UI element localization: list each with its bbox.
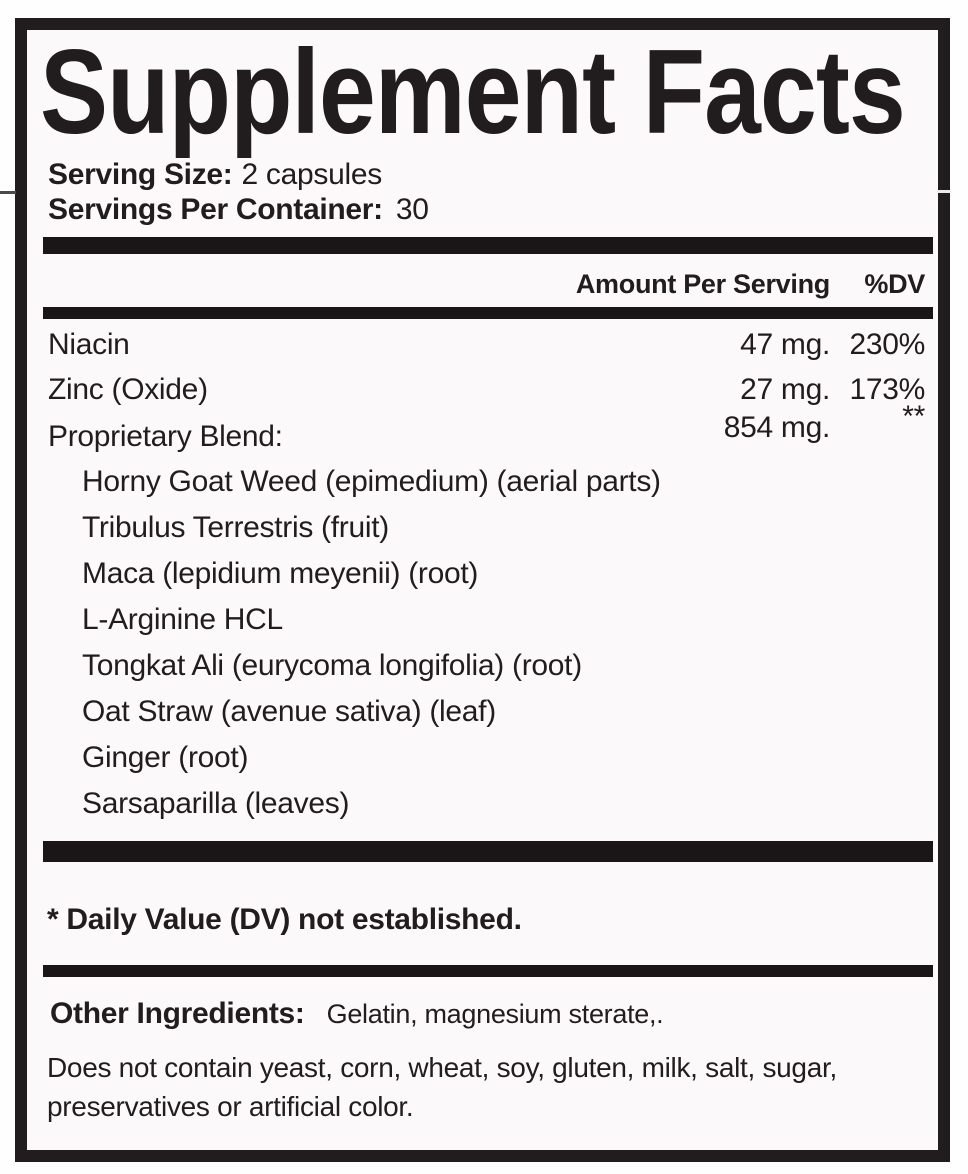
blend-ingredient: Tongkat Ali (eurycoma longifolia) (root) <box>82 649 582 682</box>
blend-ingredient: Oat Straw (avenue sativa) (leaf) <box>82 695 496 728</box>
blend-ingredient: Tribulus Terrestris (fruit) <box>82 511 389 544</box>
nutrient-dv: 173% <box>849 373 925 406</box>
blend-ingredient: Ginger (root) <box>82 741 249 774</box>
other-ingredients-value: Gelatin, magnesium sterate,. <box>326 999 664 1029</box>
nutrient-name: Niacin <box>48 328 130 361</box>
divider-above-other-ingredients <box>43 965 933 977</box>
nutrient-row-zinc: Zinc (Oxide) 27 mg. 173% <box>48 367 925 413</box>
scan-seam-tick-left <box>0 191 16 194</box>
blend-ingredient: Sarsaparilla (leaves) <box>82 787 350 820</box>
nutrient-name: Zinc (Oxide) <box>48 373 208 406</box>
blend-ingredient: L-Arginine HCL <box>82 603 283 636</box>
nutrient-row-proprietary-blend: Proprietary Blend: 854 mg. ** <box>48 400 925 460</box>
nutrient-row-niacin: Niacin 47 mg. 230% <box>48 322 925 368</box>
other-ingredients-label: Other Ingredients: <box>50 997 305 1030</box>
other-ingredients-row: Other Ingredients: Gelatin, magnesium st… <box>50 991 664 1037</box>
disclaimer-line-1: Does not contain yeast, corn, wheat, soy… <box>47 1052 837 1083</box>
thick-divider-top <box>43 237 933 254</box>
nutrient-amount: 854 mg. <box>723 411 831 444</box>
nutrient-dv: 230% <box>849 328 925 361</box>
serving-size-value: 2 capsules <box>241 158 383 191</box>
divider-under-header <box>43 307 933 319</box>
servings-per-container-label: Servings Per Container: <box>48 193 383 226</box>
scan-seam-notch-right <box>937 190 951 193</box>
blend-ingredient: Horny Goat Weed (epimedium) (aerial part… <box>82 465 661 498</box>
blend-ingredient: Maca (lepidium meyenii) (root) <box>82 557 479 590</box>
thick-divider-middle <box>43 841 933 862</box>
disclaimer-line-2: preservatives or artificial color. <box>47 1091 414 1122</box>
blend-ingredient-list: Horny Goat Weed (epimedium) (aerial part… <box>82 459 925 827</box>
amount-per-serving-header: Amount Per Serving <box>575 269 830 299</box>
serving-size-label: Serving Size: <box>48 158 233 191</box>
dv-header: %DV <box>864 269 925 299</box>
servings-per-container-row: Servings Per Container: 30 <box>48 187 429 233</box>
column-header-row: Amount Per Serving %DV <box>48 261 925 307</box>
label-title: Supplement Facts <box>40 25 906 159</box>
nutrient-name: Proprietary Blend: <box>48 420 283 453</box>
serving-size-row: Serving Size: 2 capsules <box>48 152 382 198</box>
nutrient-amount: 27 mg. <box>740 373 830 406</box>
nutrient-amount: 47 mg. <box>740 328 830 361</box>
label-frame: Supplement Facts Serving Size: 2 capsules… <box>15 18 950 1162</box>
dv-footnote: * Daily Value (DV) not established. <box>47 903 522 936</box>
nutrient-dv: ** <box>902 400 925 433</box>
servings-per-container-value: 30 <box>395 193 429 226</box>
